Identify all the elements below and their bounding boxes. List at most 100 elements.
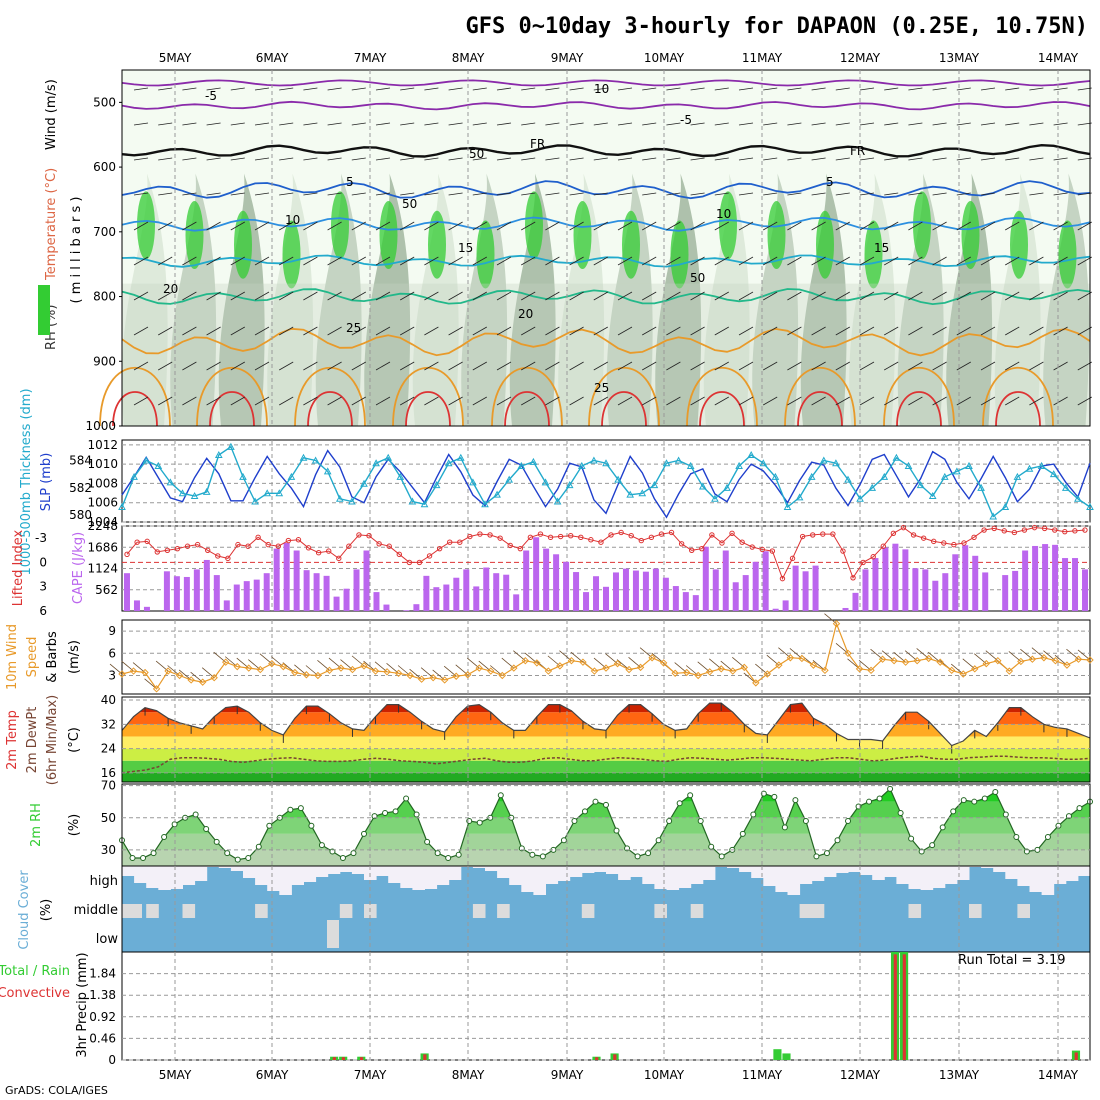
wind-barb [521, 256, 536, 266]
wind-barb [714, 361, 729, 371]
cloud-high-gap [618, 866, 631, 880]
wind-barb [521, 396, 536, 406]
wind-barb [859, 122, 875, 126]
cape-bar [303, 570, 310, 611]
cape-bar [742, 575, 749, 611]
isotherm-25-arch [883, 366, 955, 427]
wind-barb [666, 256, 681, 266]
cloud-mid-gap [690, 904, 704, 918]
li-marker [356, 532, 362, 538]
wind-barb [835, 326, 850, 336]
cloud-high-gap [485, 866, 498, 871]
wind-barb [859, 87, 875, 91]
thickness-marker [614, 475, 622, 483]
rh-marker [981, 795, 988, 802]
rh-marker [361, 830, 367, 837]
wind-barb [254, 87, 270, 91]
chart-title: GFS 0~10day 3-hourly for DAPAON (0.25E, … [465, 14, 1088, 39]
cloud-ylabel: Cloud Cover [17, 870, 32, 950]
li-marker [457, 539, 463, 545]
li-marker [1041, 525, 1048, 532]
wind-barb [859, 291, 875, 301]
wind-barb [617, 192, 633, 196]
wind-barb [327, 361, 342, 371]
wind-barb [327, 221, 342, 231]
cape-bar [862, 569, 869, 611]
li-tick: 3 [39, 580, 47, 594]
rh-marker [992, 789, 999, 796]
wind-barb [884, 192, 899, 196]
cloud-mid-gap [654, 904, 667, 918]
wind-barb [956, 396, 971, 406]
li-marker [386, 543, 392, 549]
rh-marker [192, 811, 199, 818]
wind-marker [394, 669, 403, 677]
cloud-ylabel: (%) [39, 899, 54, 922]
wind-barb [1053, 326, 1068, 336]
wind-marker [786, 654, 795, 662]
wind-barb [303, 396, 318, 406]
wind-marker [936, 658, 944, 666]
wind-barb [787, 396, 802, 406]
li-marker [890, 530, 897, 536]
isotherm-30-arch [307, 391, 353, 427]
contour-label: 25 [594, 381, 609, 395]
li-marker [527, 534, 534, 541]
wind-barb [593, 192, 608, 196]
rh-high-plume [525, 191, 543, 260]
wind-barb [1053, 396, 1068, 406]
li-marker [436, 545, 443, 552]
cape-bar [403, 610, 410, 611]
wind-marker [141, 668, 149, 677]
wind-barb [1029, 256, 1044, 266]
contour-label: 15 [458, 241, 473, 255]
wind-barb [496, 87, 512, 91]
precip-tick: 0.46 [89, 1031, 116, 1045]
wind-marker [383, 668, 391, 676]
wind-barb [617, 291, 633, 301]
temp-ylabel: (6hr Min/Max) [45, 695, 60, 785]
contour-label: 20 [518, 307, 533, 321]
cloud-high-gap [243, 866, 256, 878]
rh-marker [634, 853, 641, 860]
wind-barb [375, 396, 391, 406]
rh-marker [950, 808, 957, 815]
rh-marker [666, 817, 673, 824]
wind-barb [351, 256, 366, 266]
temp-tick: 24 [101, 742, 116, 756]
rh-band [122, 833, 1090, 850]
wind-barb [206, 87, 221, 91]
wind-barb [182, 221, 197, 231]
cloud-mid-gap [122, 904, 142, 918]
isotherm-lblue_10 [121, 216, 1091, 232]
cloud-high-gap [303, 866, 317, 882]
rh-shade [412, 173, 459, 426]
cloud-high-gap [158, 866, 171, 890]
wind-barb [859, 221, 875, 231]
wind-barb [956, 192, 971, 196]
cloud-high-gap [993, 866, 1006, 872]
wind-barb [303, 361, 318, 371]
rh-high-plume [476, 220, 495, 289]
wind-barb [279, 122, 294, 126]
wind-barb [1029, 291, 1044, 301]
wind-barb [133, 221, 149, 231]
wind-marker [602, 664, 610, 672]
rh-marker [897, 809, 904, 816]
cloud-mid-gap [182, 904, 196, 918]
rh-marker [1002, 811, 1009, 818]
wind-barb [545, 396, 560, 406]
thick-tick: 582 [69, 481, 92, 495]
cloud-high-gap [908, 866, 922, 889]
rh-marker [245, 854, 252, 861]
wind-barb [884, 122, 899, 126]
cloud-level-low: low [96, 932, 119, 947]
li-marker [215, 553, 221, 559]
wind-barb [182, 192, 197, 196]
wind-barb [1077, 396, 1092, 406]
wind-barb [811, 326, 826, 336]
wind-barb [666, 87, 681, 91]
wind-marker [948, 666, 956, 675]
wind-barb [835, 361, 850, 371]
rh-tick: 70 [101, 779, 116, 793]
